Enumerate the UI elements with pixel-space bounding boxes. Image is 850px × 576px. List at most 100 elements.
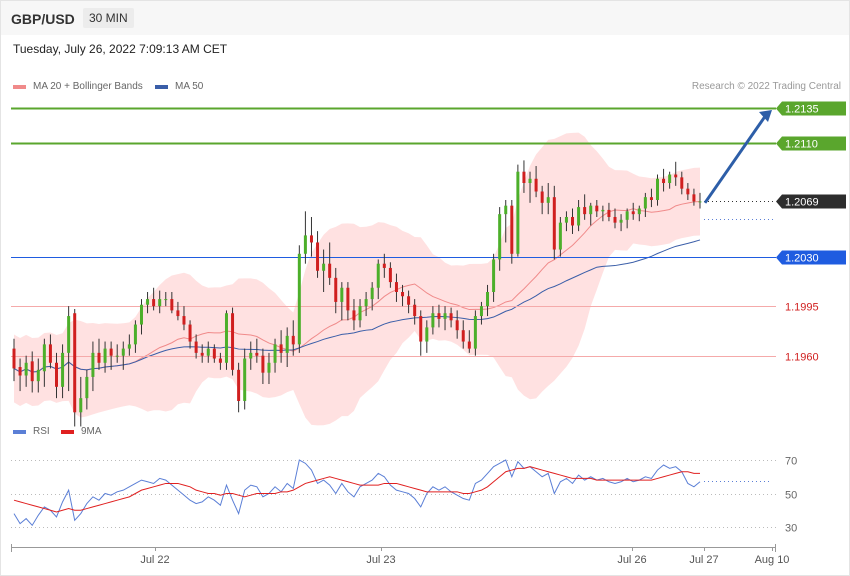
candle-body	[376, 263, 380, 288]
candle-body	[607, 209, 611, 217]
legend-ma50-label: MA 50	[175, 81, 204, 92]
candle-body	[309, 235, 313, 243]
legend-rsi: RSI	[13, 426, 50, 437]
ma20-swatch	[13, 84, 26, 89]
candle-body	[267, 362, 271, 373]
candle-body	[121, 348, 125, 356]
candle-body	[12, 348, 16, 369]
candle-body	[279, 344, 283, 353]
candle-body	[394, 282, 398, 292]
candle-body	[583, 207, 587, 215]
candle-body	[127, 344, 131, 349]
candle-body	[249, 352, 253, 359]
candle-body	[91, 352, 95, 377]
candle-body	[291, 335, 295, 345]
legend-ma20-label: MA 20 + Bollinger Bands	[33, 81, 143, 92]
candle-body	[546, 197, 550, 203]
candle-body	[85, 376, 89, 399]
candle-body	[467, 341, 471, 349]
time-tick-label: Jul 23	[366, 554, 395, 566]
candle-body	[680, 177, 684, 189]
candle-body	[613, 216, 617, 223]
candle-body	[237, 369, 241, 401]
candle-body	[303, 235, 307, 254]
candle-body	[534, 178, 538, 192]
candle-body	[158, 299, 162, 307]
legend-rsi-label: RSI	[33, 426, 50, 437]
candle-body	[686, 188, 690, 195]
level-label-1.2110: 1.2110	[785, 139, 818, 151]
candle-body	[109, 348, 113, 356]
candle-body	[103, 348, 107, 363]
candle-body	[194, 341, 198, 353]
candle-body	[595, 205, 599, 212]
timestamp: Tuesday, July 26, 2022 7:09:13 AM CET	[13, 42, 228, 56]
target-arrowhead	[759, 110, 772, 122]
candle-body	[24, 362, 28, 376]
candle-body	[413, 304, 417, 317]
candle-body	[340, 287, 344, 302]
candle-body	[564, 216, 568, 223]
candle-body	[601, 209, 605, 212]
candle-body	[231, 313, 235, 370]
level-label-1.1995: 1.1995	[785, 302, 819, 314]
candle-body	[388, 267, 392, 283]
candle-body	[370, 287, 374, 300]
time-tick-label: Aug 10	[755, 554, 790, 566]
ma50-swatch	[155, 84, 168, 89]
candle-body	[631, 211, 635, 215]
candle-body	[486, 292, 490, 307]
candle-body	[522, 171, 526, 184]
candle-body	[382, 263, 386, 268]
candle-body	[188, 324, 192, 342]
candle-body	[255, 352, 259, 356]
candle-body	[115, 355, 119, 357]
time-tick-label: Jul 26	[617, 554, 646, 566]
candle-body	[139, 304, 143, 325]
candle-body	[97, 352, 101, 363]
candle-body	[401, 292, 405, 297]
candle-body	[656, 178, 660, 200]
candle-body	[619, 219, 623, 223]
level-label-1.2069: 1.2069	[785, 197, 819, 209]
timeframe-badge[interactable]: 30 MIN	[83, 8, 134, 28]
candle-body	[461, 330, 465, 342]
candle-body	[431, 313, 435, 328]
candle-body	[152, 299, 156, 307]
rsi-series-9MA	[13, 466, 700, 513]
candle-body	[243, 358, 247, 401]
candle-body	[558, 222, 562, 250]
candle-body	[498, 214, 502, 260]
candle-body	[36, 369, 40, 382]
rsi-tick-50: 50	[785, 490, 797, 502]
candle-body	[479, 306, 483, 317]
candle-body	[322, 263, 326, 271]
credit-text: Research © 2022 Trading Central	[691, 81, 841, 92]
level-label-1.1960: 1.1960	[785, 352, 819, 364]
candle-body	[18, 367, 22, 376]
candle-body	[273, 344, 277, 363]
title-bar	[1, 1, 849, 35]
candle-body	[73, 313, 77, 413]
level-tag-1.2030	[776, 250, 846, 265]
legend-9ma-label: 9MA	[81, 426, 102, 437]
candle-body	[133, 324, 137, 345]
candle-body	[504, 205, 508, 215]
candle-body	[540, 191, 544, 203]
level-label-1.2030: 1.2030	[785, 253, 819, 265]
candle-body	[649, 197, 653, 200]
rsi-tick-30: 30	[785, 523, 797, 535]
candle-body	[346, 287, 350, 311]
candle-body	[492, 259, 496, 292]
candle-body	[443, 313, 447, 319]
candle-body	[42, 344, 46, 372]
candle-body	[206, 348, 210, 356]
candle-body	[662, 178, 666, 184]
rsi-series-RSI	[13, 459, 701, 527]
candle-body	[516, 171, 520, 254]
candle-body	[164, 299, 168, 301]
candle-body	[571, 216, 575, 226]
candle-body	[170, 299, 174, 311]
candle-body	[437, 313, 441, 319]
